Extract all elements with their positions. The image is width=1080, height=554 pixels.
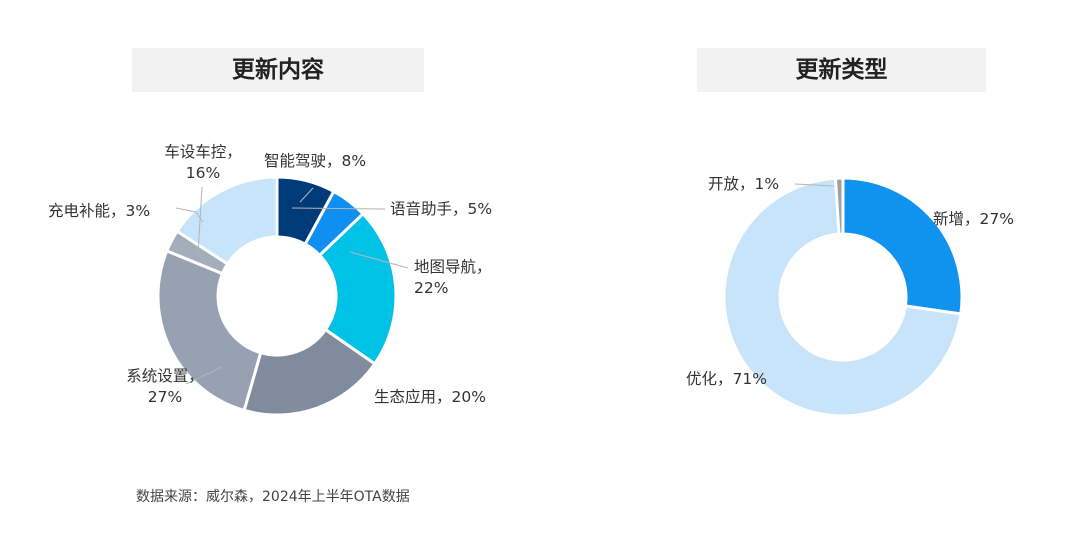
slice-label-1-7: 车设车控， 16%: [164, 143, 242, 182]
leader-line-2-3: [794, 183, 835, 187]
pie-slice-1-5: [156, 248, 263, 413]
donut-chart-2: 新增，27% 优化，71% 开放，1%: [686, 175, 1014, 418]
pie-slice-2-2: [722, 176, 963, 418]
chart-title-update-type: 更新类型: [697, 48, 986, 92]
pie-slice-1-4: [242, 327, 377, 417]
donut-chart-1: 智能驾驶，8% 语音助手，5% 地图导航， 22% 生态应用，20% 系统设置， 27% 充电…: [48, 143, 492, 417]
leader-line-1-6: [175, 207, 204, 223]
pie-slice-2-3: [833, 176, 845, 236]
pie-slice-1-7: [175, 175, 279, 266]
slice-label-1-4: 生态应用，20%: [374, 387, 486, 406]
pie-slice-1-3: [317, 211, 398, 366]
chart-title-update-content: 更新内容: [132, 48, 424, 92]
slice-label-1-2: 语音助手，5%: [390, 200, 492, 218]
leader-line-1-7: [197, 186, 203, 255]
leader-line-1-3: [349, 251, 409, 269]
source-note: 数据来源：威尔森，2024年上半年OTA数据: [136, 489, 410, 505]
leader-line-1-2: [291, 207, 386, 210]
pie-slice-2-1: [841, 176, 964, 316]
slice-label-2-2: 优化，71%: [686, 370, 767, 388]
leader-line-1-1: [299, 187, 314, 203]
slice-label-1-1: 智能驾驶，8%: [264, 152, 366, 170]
leader-line-1-5: [185, 366, 223, 385]
slice-label-2-3: 开放，1%: [708, 175, 779, 193]
slice-label-1-6: 充电补能，3%: [48, 202, 150, 220]
slice-label-1-3: 地图导航， 22%: [414, 258, 492, 297]
slice-label-2-1: 新增，27%: [933, 210, 1014, 228]
slice-label-1-5: 系统设置， 27%: [126, 367, 204, 406]
